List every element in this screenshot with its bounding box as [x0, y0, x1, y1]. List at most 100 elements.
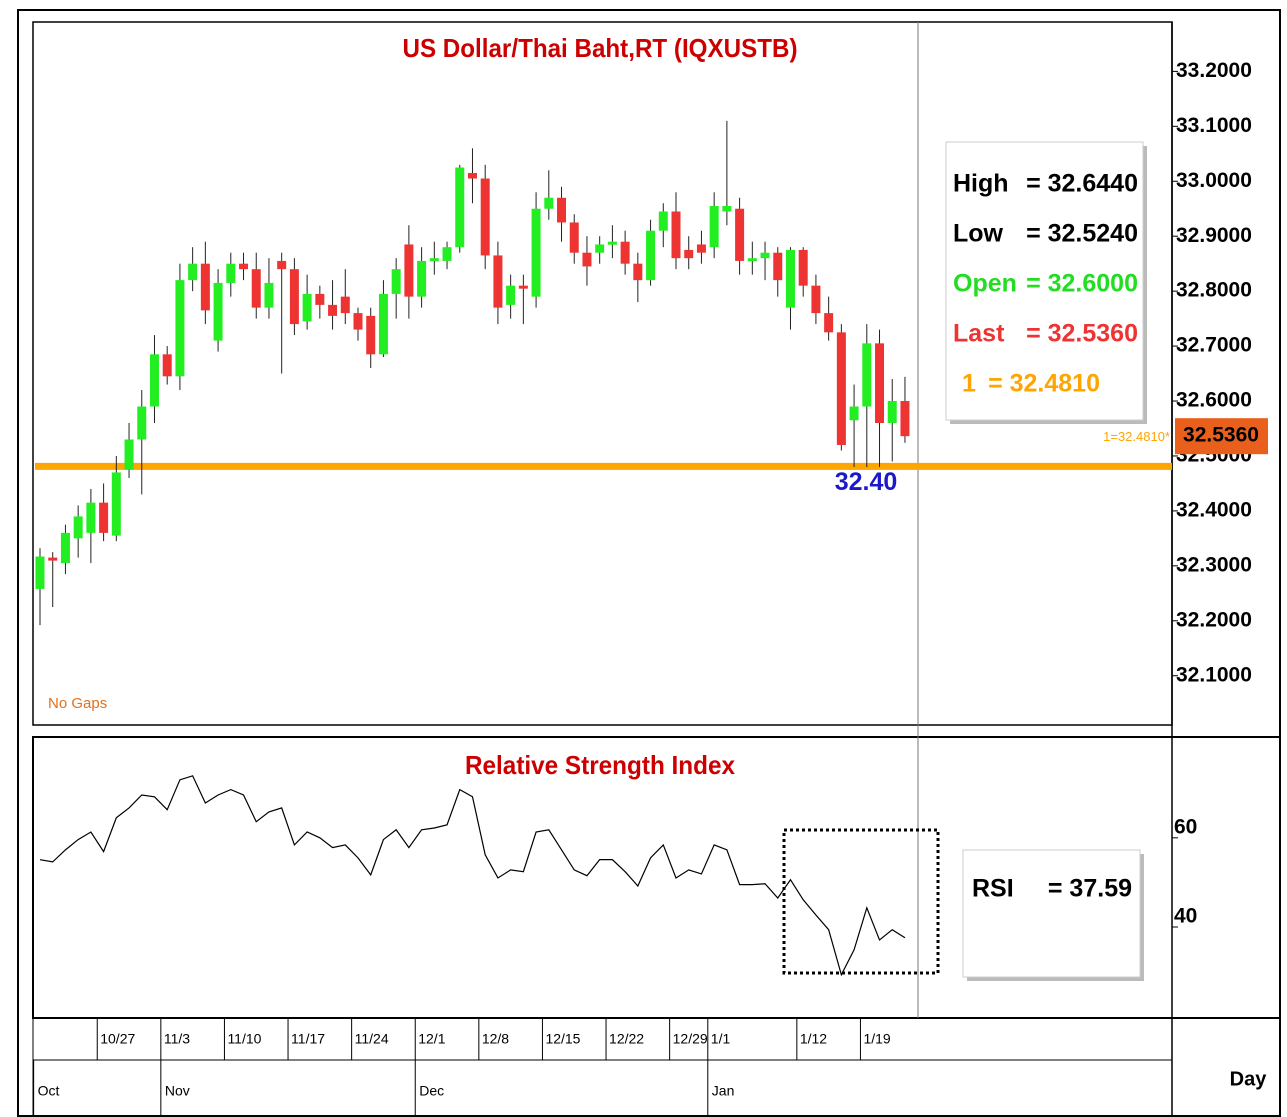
- rsi-info-name: RSI: [972, 875, 1014, 903]
- candle-body: [86, 502, 96, 533]
- candle-body: [875, 343, 885, 424]
- candle-body: [137, 406, 147, 440]
- candle-body: [251, 269, 261, 308]
- info-name: Last: [953, 320, 1005, 348]
- candle-body: [366, 315, 376, 355]
- month-label: Oct: [38, 1083, 60, 1099]
- x-tick-label: 1/1: [711, 1031, 731, 1047]
- y-tick-label: 32.6000: [1176, 389, 1252, 412]
- x-tick-label: 1/12: [800, 1031, 827, 1047]
- y-tick-label: 32.2000: [1176, 608, 1252, 631]
- candle-body: [162, 354, 172, 377]
- x-tick-label: 12/29: [673, 1031, 708, 1047]
- candle-body: [493, 255, 503, 308]
- candle-body: [124, 439, 134, 470]
- candle-body: [811, 285, 821, 314]
- x-tick-label: 11/10: [227, 1031, 261, 1047]
- highlight-box: [782, 828, 940, 975]
- candle-body: [239, 263, 249, 270]
- y-tick-label: 32.1000: [1176, 663, 1252, 686]
- info-value: = 32.5360: [1026, 320, 1138, 348]
- info-name: 1: [962, 370, 976, 398]
- candle-body: [480, 178, 490, 256]
- candle-body: [785, 249, 795, 308]
- candle-body: [506, 285, 516, 305]
- candle-body: [99, 502, 109, 533]
- candle-body: [442, 247, 452, 261]
- candle-body: [646, 230, 656, 281]
- candle-body: [620, 241, 630, 264]
- candle-body: [391, 269, 401, 294]
- candle-body: [378, 293, 388, 355]
- y-tick-label: 32.7000: [1176, 334, 1252, 357]
- candle-body: [404, 244, 414, 297]
- candle-body: [175, 280, 185, 377]
- candle-body: [747, 258, 757, 262]
- candle-body: [582, 252, 592, 267]
- x-tick-label: 11/3: [164, 1031, 190, 1047]
- candle-body: [824, 313, 834, 333]
- info-name: Open: [953, 270, 1017, 298]
- month-label: Dec: [419, 1083, 444, 1099]
- x-tick-label: 11/24: [355, 1031, 389, 1047]
- month-label: Jan: [712, 1083, 735, 1099]
- info-value: = 32.5240: [1026, 220, 1138, 248]
- candle-body: [328, 304, 338, 316]
- candle-body: [455, 167, 465, 248]
- y-tick-label: 60: [1174, 815, 1197, 838]
- candle-body: [671, 211, 681, 259]
- rsi-title: Relative Strength Index: [465, 750, 735, 780]
- candle-body: [709, 205, 719, 248]
- info-value: = 32.6000: [1026, 270, 1138, 298]
- candle-body: [722, 205, 732, 212]
- candle-body: [289, 269, 299, 325]
- candle-body: [849, 406, 859, 421]
- candle-body: [544, 197, 554, 209]
- rsi-line: [39, 775, 906, 977]
- rsi-info-box: [962, 849, 1141, 978]
- candle-body: [518, 285, 528, 289]
- candle-body: [302, 293, 312, 322]
- y-tick-label: 33.2000: [1176, 59, 1252, 82]
- last-price-tag: [1175, 418, 1268, 455]
- candle-body: [429, 258, 439, 262]
- candle-body: [200, 263, 210, 311]
- candle-body: [658, 211, 668, 231]
- candle-body: [277, 260, 287, 270]
- candle-body: [773, 252, 783, 281]
- x-tick-label: 12/1: [418, 1031, 445, 1047]
- rsi-panel: [32, 736, 1281, 1019]
- candle-body: [735, 208, 745, 261]
- candle-body: [760, 252, 770, 259]
- y-tick-label: 32.4000: [1176, 498, 1252, 521]
- candle-body: [633, 263, 643, 281]
- annotation: 32.40: [835, 468, 898, 496]
- candle-body: [569, 222, 579, 253]
- candle-body: [315, 293, 325, 305]
- rsi-info-value: = 37.59: [1048, 875, 1132, 903]
- candle-body: [226, 263, 236, 283]
- x-tick-label: 1/19: [863, 1031, 890, 1047]
- level-label: 1=32.4810*: [1103, 429, 1170, 444]
- candle-body: [798, 249, 808, 286]
- candle-body: [149, 354, 159, 407]
- candle-body: [557, 197, 567, 223]
- x-axis-label: Day: [1230, 1068, 1268, 1090]
- candle-body: [188, 263, 198, 281]
- candle-body: [48, 557, 58, 561]
- x-tick-label: 12/8: [482, 1031, 509, 1047]
- candle-body: [111, 472, 121, 536]
- candle-body: [213, 282, 223, 341]
- candle-body: [353, 313, 363, 330]
- note: No Gaps: [48, 695, 107, 712]
- candle-body: [595, 244, 605, 253]
- x-tick-label: 12/15: [545, 1031, 580, 1047]
- candle-body: [264, 282, 274, 308]
- candle-body: [862, 343, 872, 407]
- candle-body: [887, 401, 897, 424]
- candle-body: [836, 332, 846, 445]
- candle-body: [340, 296, 350, 314]
- y-tick-label: 32.3000: [1176, 553, 1252, 576]
